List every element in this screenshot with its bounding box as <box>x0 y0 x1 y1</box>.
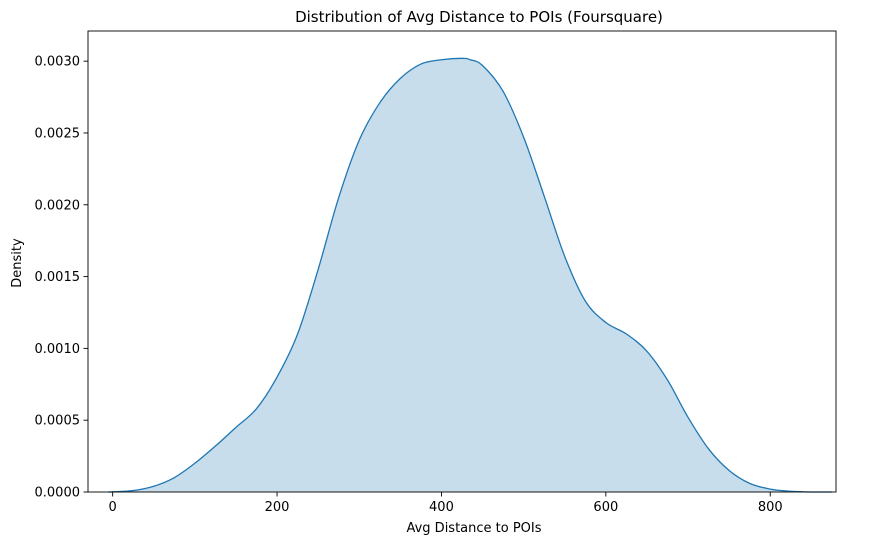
x-tick-label: 0 <box>109 500 117 515</box>
density-line <box>108 57 832 493</box>
y-tick-label: 0.0015 <box>35 270 81 285</box>
density-area <box>108 58 832 492</box>
x-tick-label: 600 <box>593 500 618 515</box>
chart-title: Distribution of Avg Distance to POIs (Fo… <box>295 8 663 26</box>
y-tick-label: 0.0010 <box>35 342 81 357</box>
x-axis-label: Avg Distance to POIs <box>406 521 541 536</box>
x-tick-label: 200 <box>265 500 290 515</box>
y-axis-label: Density <box>10 238 25 288</box>
axes-frame <box>87 30 837 493</box>
plot-area: 0 200 400 600 800 0.0000 0.0005 0.0010 0.0015 0.0… <box>35 30 837 515</box>
x-tick-label: 400 <box>429 500 454 515</box>
x-tick-label: 800 <box>758 500 783 515</box>
y-tick-label: 0.0005 <box>35 414 81 429</box>
y-tick-label: 0.0030 <box>35 55 81 70</box>
y-tick-label: 0.0000 <box>35 486 81 501</box>
y-tick-label: 0.0020 <box>35 198 81 213</box>
y-tick-label: 0.0025 <box>35 126 81 141</box>
